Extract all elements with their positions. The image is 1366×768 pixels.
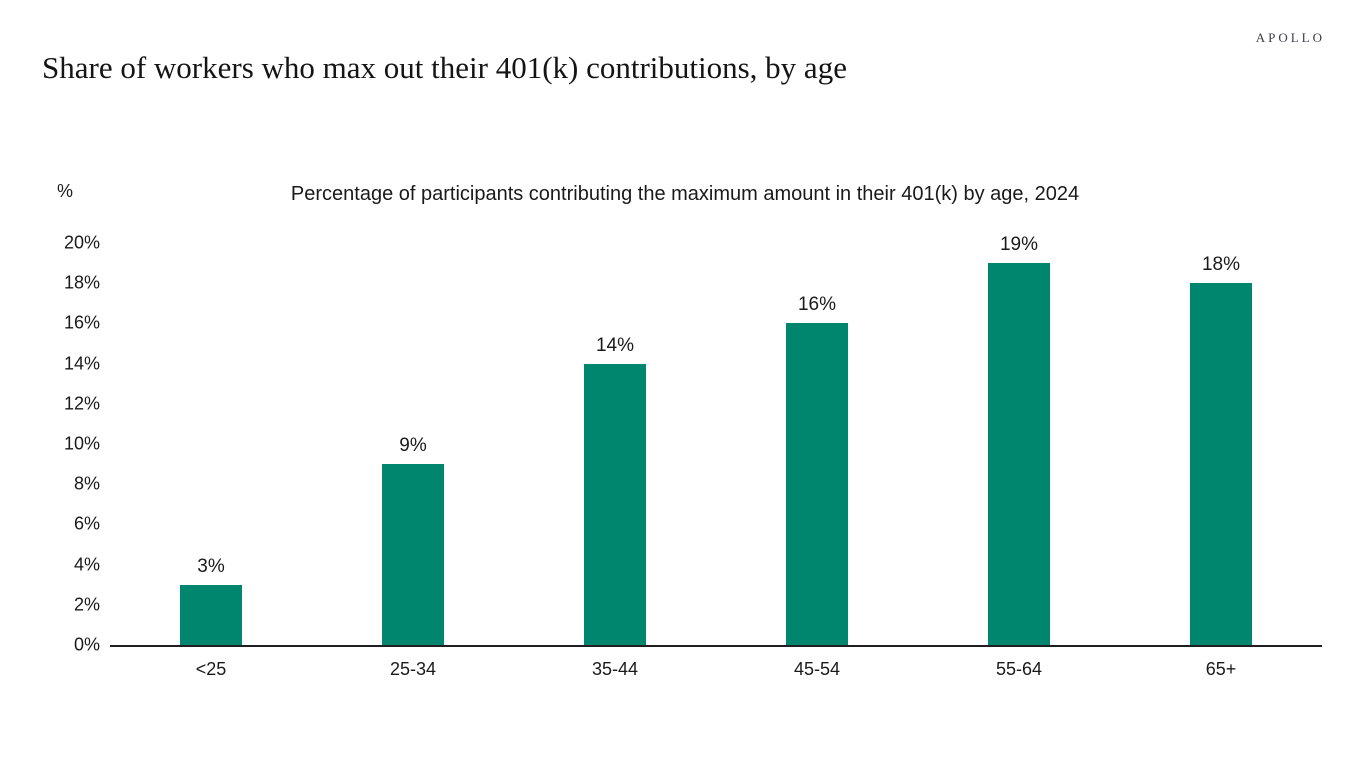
- chart-title: Percentage of participants contributing …: [290, 183, 1080, 205]
- bar: [786, 323, 848, 645]
- y-axis-tick-label: 0%: [73, 634, 100, 655]
- bar-group: 18% 65+: [1190, 243, 1252, 679]
- bar-group: 14% 35-44: [584, 243, 646, 679]
- chart-title-container: Percentage of participants contributing …: [40, 183, 1330, 206]
- x-axis-category-label: <25: [195, 659, 227, 679]
- x-axis-category-label: 55-64: [995, 659, 1043, 679]
- bar: [180, 585, 242, 645]
- bar-group: 9% 25-34: [382, 243, 444, 679]
- y-axis-tick-label: 6%: [73, 513, 100, 534]
- x-axis-line: [110, 645, 1322, 647]
- y-axis: 20% 18% 16% 14% 12% 10% 8% 6% 4% 2% 0%: [40, 233, 100, 655]
- bar-group: 3% <25: [180, 243, 242, 679]
- y-axis-tick-label: 10%: [63, 433, 100, 454]
- y-axis-tick-label: 20%: [63, 232, 100, 253]
- bar: [382, 464, 444, 645]
- bar-value-label: 14%: [595, 335, 635, 356]
- bar-value-label: 9%: [399, 435, 427, 456]
- x-axis-category-label: 35-44: [591, 659, 639, 679]
- y-axis-unit-label: %: [57, 181, 74, 201]
- y-axis-tick-label: 12%: [63, 393, 100, 414]
- bar-group: 19% 55-64: [988, 234, 1050, 679]
- y-axis-tick-label: 8%: [73, 473, 100, 494]
- x-axis-category-label: 45-54: [793, 659, 841, 679]
- bar-value-label: 18%: [1201, 254, 1241, 275]
- bar: [1190, 283, 1252, 645]
- plot-area: 3% <25 9% 25-34 14% 35-44 16% 45-54 19% 55-64 18% 6…: [110, 234, 1322, 679]
- bar-value-label: 3%: [197, 556, 225, 577]
- y-axis-tick-label: 2%: [73, 594, 100, 615]
- bar-value-label: 19%: [999, 234, 1039, 255]
- x-axis-category-label: 25-34: [389, 659, 437, 679]
- page-title: Share of workers who max out their 401(k…: [42, 50, 847, 85]
- y-axis-tick-label: 18%: [63, 272, 100, 293]
- y-axis-tick-label: 4%: [73, 554, 100, 575]
- bar: [988, 263, 1050, 645]
- bar: [584, 364, 646, 645]
- x-axis-category-label: 65+: [1205, 659, 1237, 679]
- y-axis-tick-label: 14%: [63, 353, 100, 374]
- bar-value-label: 16%: [797, 294, 837, 315]
- apollo-logo: APOLLO: [1255, 30, 1325, 45]
- y-axis-tick-label: 16%: [63, 312, 100, 333]
- bar-group: 16% 45-54: [786, 243, 848, 679]
